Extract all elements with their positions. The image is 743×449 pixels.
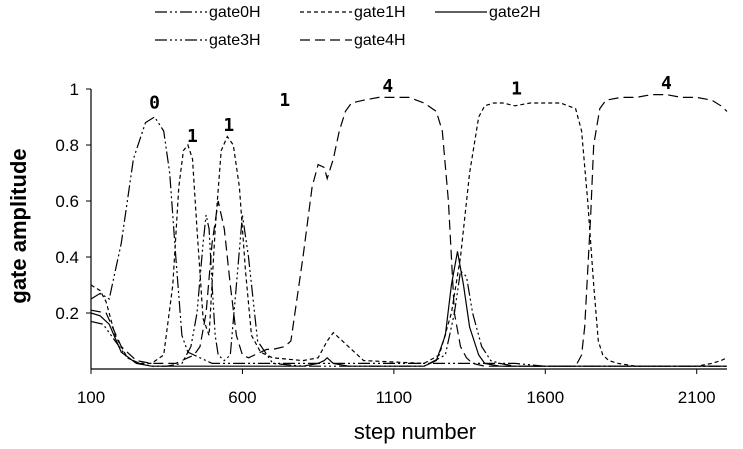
y-axis-ticks: 0.2 0.4 0.6 0.8 1 xyxy=(55,80,91,323)
peak-label: 0 xyxy=(149,93,160,114)
y-axis-title: gate amplitude xyxy=(6,148,31,303)
x-tick-label: 600 xyxy=(228,388,256,407)
y-tick-label: 1 xyxy=(70,80,79,99)
x-tick-label: 1600 xyxy=(526,388,564,407)
peak-annotations: 0 1 1 1 4 1 4 xyxy=(149,73,672,147)
peak-label: 1 xyxy=(187,126,198,147)
x-tick-label: 100 xyxy=(77,388,105,407)
legend-label: gate2H xyxy=(489,4,541,21)
series-layer xyxy=(90,94,728,367)
series-line-gate4H xyxy=(90,94,728,367)
series-line-gate0H xyxy=(90,116,727,367)
legend-label: gate3H xyxy=(209,32,261,49)
y-tick-label: 0.4 xyxy=(55,248,79,267)
y-tick-label: 0.6 xyxy=(55,192,79,211)
series-line-gate1H xyxy=(90,102,728,367)
peak-label: 1 xyxy=(223,115,234,136)
x-axis-title: step number xyxy=(354,419,476,444)
peak-label: 4 xyxy=(382,76,393,97)
peak-label: 1 xyxy=(279,90,290,111)
legend-label: gate4H xyxy=(354,32,406,49)
peak-label: 1 xyxy=(511,79,522,100)
legend-label: gate0H xyxy=(209,4,261,21)
peak-label: 4 xyxy=(661,73,672,94)
x-axis-ticks: 100 600 1100 1600 2100 xyxy=(77,369,716,407)
y-tick-label: 0.8 xyxy=(55,136,79,155)
series-line-gate2H xyxy=(90,251,727,367)
legend: gate0H gate1H gate2H gate3H gate4H xyxy=(155,4,541,49)
y-tick-label: 0.2 xyxy=(55,304,79,323)
x-tick-label: 2100 xyxy=(678,388,716,407)
x-tick-label: 1100 xyxy=(376,388,413,407)
legend-label: gate1H xyxy=(354,4,406,21)
series-line-gate3H xyxy=(90,214,727,367)
